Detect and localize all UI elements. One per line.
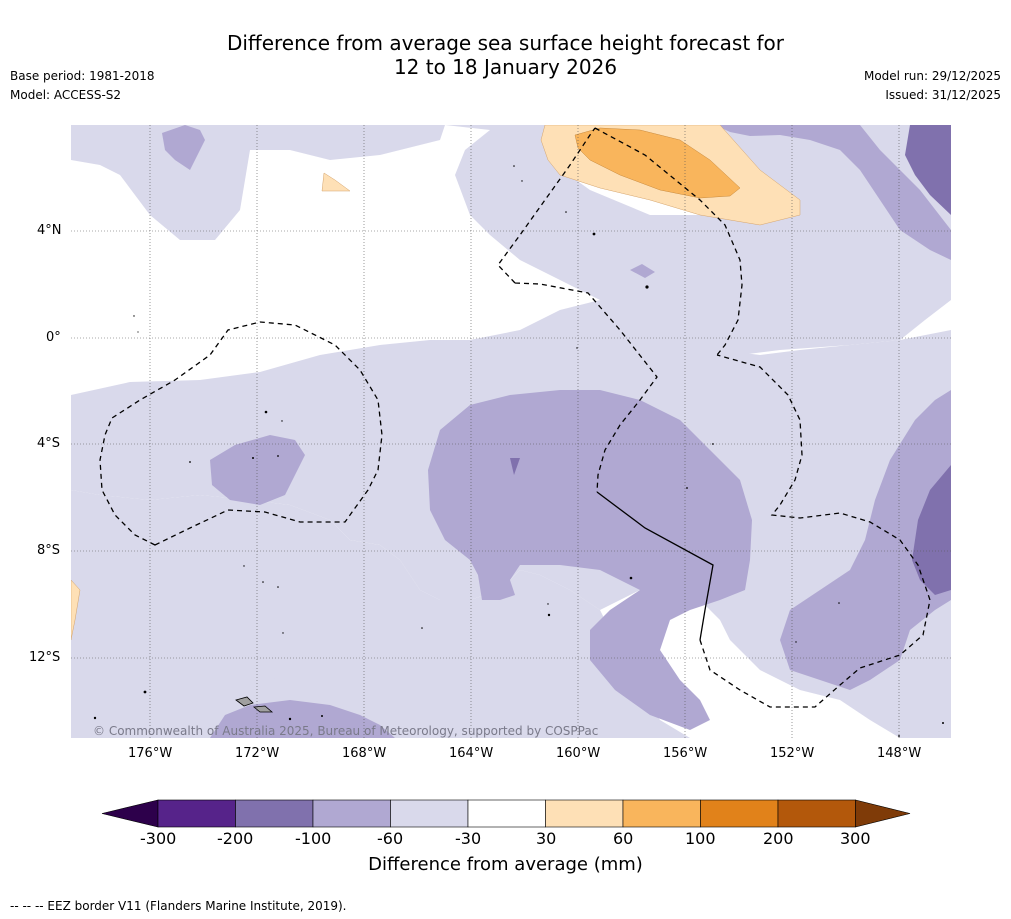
lon-label-168w: 168°W: [342, 746, 387, 761]
fill-purple-tiny: [510, 458, 520, 475]
lon-label-160w: 160°W: [556, 746, 601, 761]
lon-label-164w: 164°W: [449, 746, 494, 761]
fill-lavender-bottom: [210, 700, 395, 738]
lon-label-156w: 156°W: [663, 746, 708, 761]
base-period: Base period: 1981-2018: [10, 69, 155, 83]
colorbar-tick: -300: [140, 829, 177, 848]
eez-footnote: -- -- -- EEZ border V11 (Flanders Marine…: [10, 899, 347, 913]
fill-lavender-right: [780, 390, 951, 690]
colorbar-box-2: [235, 799, 314, 828]
eez-border-phoenix: [497, 127, 743, 493]
lon-label-172w: 172°W: [235, 746, 280, 761]
lon-label-152w: 152°W: [770, 746, 815, 761]
meta-right: Model run: 29/12/2025 Issued: 31/12/2025: [864, 67, 1001, 105]
copyright-notice: © Commonwealth of Australia 2025, Bureau…: [93, 724, 599, 738]
meta-left: Base period: 1981-2018 Model: ACCESS-S2: [10, 67, 155, 105]
colorbar-tick: -30: [455, 829, 482, 848]
fill-light-lavender-top: [71, 125, 951, 355]
fill-lavender-small-spot: [630, 264, 655, 278]
colorbar: [101, 799, 911, 828]
model-run: Model run: 29/12/2025: [863, 69, 1001, 83]
colorbar-box-9: [777, 799, 856, 828]
lat-label-12s: 12°S: [29, 650, 61, 665]
colorbar-box-6: [545, 799, 624, 828]
eez-border-west: [99, 321, 383, 546]
fill-light-lavender-lower: [71, 490, 690, 738]
colorbar-tick: 30: [536, 829, 557, 848]
fill-light-orange-small: [321, 172, 351, 192]
lat-label-4s: 4°S: [37, 436, 61, 451]
lon-label-176w: 176°W: [128, 746, 173, 761]
lat-label-8s: 8°S: [37, 543, 61, 558]
contour-fills: [71, 125, 951, 738]
colorbar-box-8: [700, 799, 779, 828]
fill-lavender-central: [428, 390, 752, 730]
eez-border-south: [699, 354, 931, 708]
title-line-1: Difference from average sea surface heig…: [226, 31, 785, 55]
colorbar-box-5: [467, 799, 546, 828]
island-samoa-1: [235, 696, 254, 707]
colorbar-tick: 300: [840, 829, 871, 848]
title-line-2: 12 to 18 January 2026: [393, 55, 618, 79]
colorbar-box-3: [312, 799, 391, 828]
colorbar-box-7: [622, 799, 701, 828]
fill-lavender-top-right: [715, 125, 951, 260]
colorbar-tick: -100: [295, 829, 332, 848]
colorbar-over-arrow: [855, 799, 911, 828]
fill-lavender-top-left: [162, 125, 205, 170]
small-islands: [93, 165, 944, 737]
eez-borders: [99, 127, 931, 708]
gridlines: [71, 125, 951, 738]
colorbar-box-4: [390, 799, 469, 828]
eez-border-line-solid: [596, 491, 714, 641]
colorbar-tick: 200: [763, 829, 794, 848]
lat-label-4n: 4°N: [37, 223, 62, 238]
island-samoa-2: [253, 705, 274, 713]
colorbar-tick: 100: [685, 829, 716, 848]
lat-label-0: 0°: [46, 330, 61, 345]
fill-purple-right: [912, 465, 951, 595]
colorbar-under-arrow: [101, 799, 159, 828]
map-title: Difference from average sea surface heig…: [0, 31, 1011, 79]
fill-orange-top: [574, 127, 741, 199]
fill-lavender-left: [210, 435, 305, 505]
colorbar-tick: -200: [217, 829, 254, 848]
colorbar-tick: 60: [613, 829, 634, 848]
colorbar-box-1: [157, 799, 236, 828]
model-name: Model: ACCESS-S2: [10, 88, 122, 102]
colorbar-tick: -60: [377, 829, 404, 848]
lon-label-148w: 148°W: [877, 746, 922, 761]
issued-date: Issued: 31/12/2025: [885, 88, 1001, 102]
colorbar-title: Difference from average (mm): [368, 854, 643, 875]
fill-purple-top-right: [905, 125, 951, 215]
fill-light-orange-left-edge: [71, 579, 81, 641]
